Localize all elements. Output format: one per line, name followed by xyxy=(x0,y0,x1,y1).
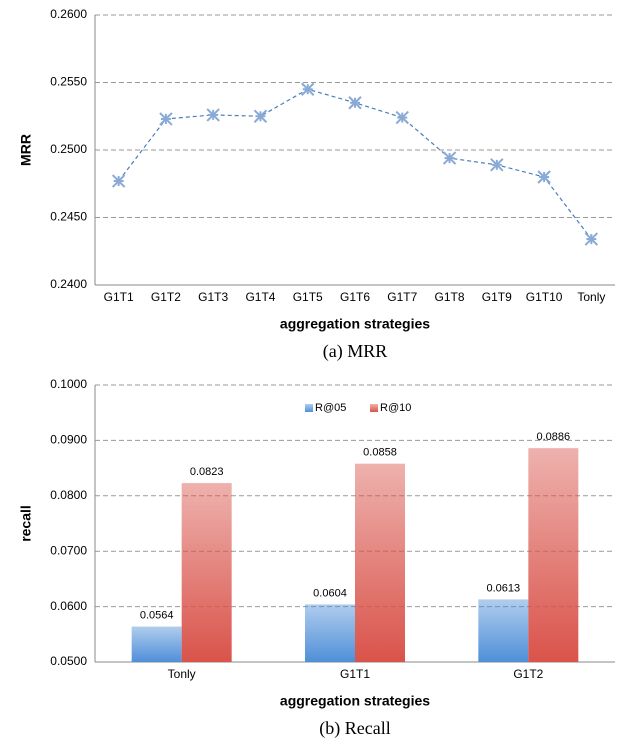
x-tick-label: Tonly xyxy=(168,667,196,681)
value-label: 0.0858 xyxy=(363,447,397,459)
y-axis-title: recall xyxy=(18,505,34,542)
line xyxy=(118,88,592,240)
caption: (b) Recall xyxy=(319,718,390,739)
y-tick-label: 0.0700 xyxy=(50,543,87,557)
bar xyxy=(305,604,355,662)
marker xyxy=(584,232,599,246)
y-tick-label: 0.2500 xyxy=(50,142,87,156)
marker xyxy=(301,82,315,96)
marker xyxy=(490,158,504,172)
marker xyxy=(111,174,126,188)
x-tick-label: Tonly xyxy=(577,290,605,304)
marker xyxy=(348,96,362,110)
marker xyxy=(442,151,457,165)
bar xyxy=(131,626,182,662)
y-tick-label: 0.1000 xyxy=(50,377,87,391)
x-tick-label: G1T9 xyxy=(482,290,512,304)
x-tick-label: G1T1 xyxy=(340,667,370,681)
x-axis-title: aggregation strategies xyxy=(280,316,430,332)
y-tick-label: 0.0600 xyxy=(50,599,87,613)
x-tick-label: G1T7 xyxy=(387,290,417,304)
bar xyxy=(181,483,232,662)
x-tick-label: G1T3 xyxy=(198,290,228,304)
y-tick-label: 0.2450 xyxy=(50,210,87,224)
x-axis-title: aggregation strategies xyxy=(280,693,430,709)
x-tick-label: G1T2 xyxy=(151,290,181,304)
y-tick-label: 0.2600 xyxy=(50,7,87,21)
y-tick-label: 0.0900 xyxy=(50,433,87,447)
x-tick-label: G1T5 xyxy=(293,290,323,304)
x-tick-label: G1T8 xyxy=(435,290,465,304)
y-tick-label: 0.0500 xyxy=(50,654,87,668)
y-tick-label: 0.2550 xyxy=(50,75,87,89)
legend-swatch xyxy=(370,404,378,412)
caption: (a) MRR xyxy=(323,341,388,362)
legend-label: R@10 xyxy=(380,402,411,414)
value-label: 0.0564 xyxy=(140,609,174,621)
legend-label: R@05 xyxy=(315,402,346,414)
bar xyxy=(528,448,579,662)
marker xyxy=(537,170,551,184)
x-tick-label: G1T2 xyxy=(513,667,543,681)
x-tick-label: G1T6 xyxy=(340,290,370,304)
y-axis-title: MRR xyxy=(18,134,34,166)
value-label: 0.0823 xyxy=(190,466,224,478)
marker xyxy=(206,108,220,122)
marker xyxy=(159,112,173,126)
x-tick-label: G1T1 xyxy=(104,290,134,304)
value-label: 0.0613 xyxy=(487,582,521,594)
bar xyxy=(478,599,529,662)
legend-swatch xyxy=(305,404,313,412)
y-tick-label: 0.0800 xyxy=(50,488,87,502)
x-tick-label: G1T4 xyxy=(245,290,275,304)
x-tick-label: G1T10 xyxy=(526,290,563,304)
value-label: 0.0886 xyxy=(537,431,571,443)
value-label: 0.0604 xyxy=(313,587,347,599)
bar xyxy=(355,463,405,662)
marker xyxy=(395,110,409,125)
y-tick-label: 0.2400 xyxy=(50,277,87,291)
marker xyxy=(253,109,268,123)
